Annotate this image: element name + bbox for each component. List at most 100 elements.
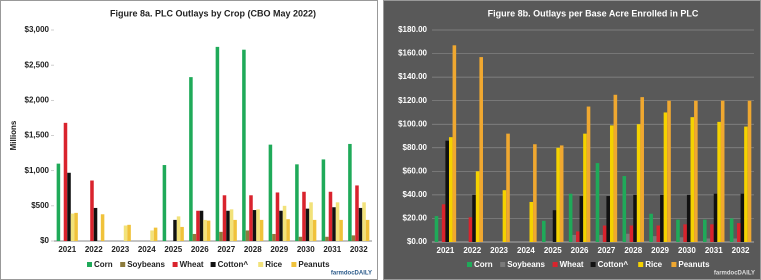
bar — [199, 210, 204, 241]
bar — [602, 225, 607, 242]
bar — [448, 137, 453, 242]
bar — [56, 163, 61, 241]
x-tick-label: 2031 — [705, 246, 723, 255]
x-tick-label: 2024 — [517, 246, 535, 255]
bar — [568, 193, 573, 242]
bar — [67, 172, 71, 241]
legend-label: Rice — [645, 260, 662, 269]
bar — [694, 100, 698, 243]
legend-swatch — [210, 262, 216, 267]
x-tick-label: 2027 — [598, 246, 616, 255]
bar — [576, 231, 580, 242]
legend-label: Cotton^ — [598, 260, 629, 269]
bar — [309, 202, 313, 241]
x-tick-label: 2032 — [350, 245, 368, 254]
bar — [286, 219, 290, 241]
bar — [533, 144, 537, 242]
bar — [529, 201, 534, 242]
bar — [328, 191, 333, 241]
x-tick-label: 2026 — [191, 245, 209, 254]
bar — [365, 219, 370, 241]
y-tick-label: $0.00 — [407, 237, 428, 246]
x-tick-label: 2027 — [217, 245, 235, 254]
x-tick-label: 2022 — [463, 246, 481, 255]
bar — [660, 194, 664, 242]
bar — [233, 219, 237, 241]
legend-label: Peanuts — [298, 260, 330, 269]
bar — [123, 225, 128, 241]
x-tick-label: 2030 — [678, 246, 696, 255]
bar — [683, 224, 687, 242]
bar — [268, 144, 273, 241]
bar — [332, 207, 336, 241]
bar — [609, 125, 614, 242]
bar — [479, 57, 483, 242]
bar — [586, 106, 591, 242]
bar — [272, 233, 276, 241]
y-tick-label: $100.00 — [398, 119, 427, 128]
bar — [626, 233, 630, 242]
bar — [556, 147, 560, 242]
bar — [348, 143, 352, 241]
chart-title: Figure 8a. PLC Outlays by Crop (CBO May … — [110, 8, 316, 18]
legend-label: Wheat — [560, 260, 584, 269]
legend-swatch — [467, 262, 472, 267]
bar — [127, 224, 131, 241]
bar — [222, 195, 227, 241]
bar — [649, 213, 653, 242]
bar — [325, 236, 329, 241]
bar — [70, 213, 75, 241]
x-tick-label: 2025 — [164, 245, 182, 254]
y-tick-label: $160.00 — [398, 49, 427, 58]
source-logo: farmdocDAILY — [331, 271, 372, 277]
chart-panel: Figure 8a. PLC Outlays by Crop (CBO May … — [0, 0, 378, 280]
bar — [298, 236, 303, 241]
y-axis-label: Millions — [9, 120, 18, 150]
y-tick-label: $80.00 — [403, 143, 428, 152]
x-tick-label: 2024 — [138, 245, 156, 254]
bar — [472, 194, 476, 242]
y-tick-label: $0 — [40, 236, 49, 245]
bar — [468, 217, 473, 242]
legend-label: Wheat — [180, 260, 204, 269]
bar — [339, 219, 343, 241]
bar — [717, 121, 721, 242]
legend-swatch — [671, 262, 677, 267]
legend-swatch — [172, 262, 178, 267]
bar — [703, 219, 707, 242]
legend-swatch — [638, 262, 644, 267]
bar — [192, 233, 197, 241]
y-tick-label: $1,000 — [25, 166, 50, 175]
bar — [506, 133, 510, 242]
bar — [180, 226, 184, 241]
bar — [215, 46, 220, 241]
bar — [445, 140, 449, 242]
bar — [622, 176, 627, 242]
bar — [206, 220, 211, 241]
bar — [189, 77, 193, 241]
bar — [452, 45, 457, 242]
bar — [552, 210, 557, 242]
bar — [150, 230, 154, 241]
legend-swatch — [120, 262, 126, 267]
x-tick-label: 2021 — [58, 245, 76, 254]
bar — [595, 163, 600, 242]
bar — [434, 216, 439, 242]
y-tick-label: $2,500 — [25, 60, 50, 69]
bar — [229, 209, 234, 241]
bar — [747, 100, 752, 243]
x-tick-label: 2028 — [244, 245, 262, 254]
bar — [176, 216, 181, 241]
bar — [90, 180, 94, 241]
legend-label: Cotton^ — [218, 260, 249, 269]
bar — [305, 208, 310, 241]
bar — [559, 145, 564, 242]
bar — [706, 238, 711, 242]
x-tick-label: 2029 — [651, 246, 669, 255]
bar — [153, 227, 158, 241]
x-tick-label: 2032 — [732, 246, 750, 255]
bar — [362, 202, 366, 241]
bar — [613, 94, 618, 243]
bar — [542, 220, 546, 242]
